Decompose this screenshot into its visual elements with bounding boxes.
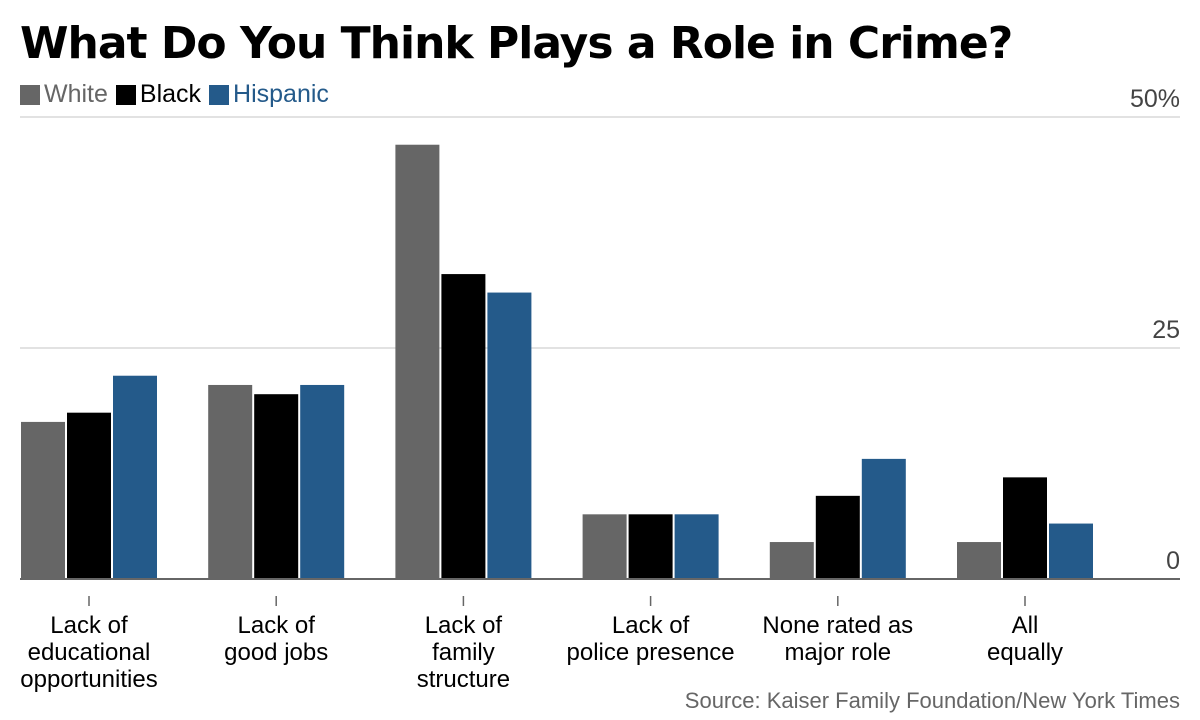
legend-label-hispanic: Hispanic — [233, 80, 329, 108]
legend: White Black Hispanic — [20, 82, 329, 107]
bar-black-1 — [254, 394, 299, 579]
legend-swatch-white — [20, 84, 40, 105]
bar-white-2 — [395, 144, 440, 579]
category-label-2: Lack of family structure — [417, 612, 510, 693]
category-label-0: Lack of educational opportunities — [20, 612, 157, 693]
bar-hispanic-0 — [113, 375, 157, 579]
bar-white-4 — [769, 542, 814, 579]
y-tick-label-0: 0 — [1166, 547, 1180, 575]
bar-hispanic-3 — [674, 514, 719, 579]
category-label-1: Lack of good jobs — [224, 612, 328, 666]
bar-black-0 — [67, 412, 111, 579]
bar-hispanic-1 — [300, 384, 345, 579]
legend-label-black: Black — [139, 80, 202, 108]
bar-hispanic-5 — [1049, 523, 1093, 579]
category-label-3: Lack of police presence — [567, 612, 735, 666]
chart-title: What Do You Think Plays a Role in Crime? — [20, 18, 1013, 69]
category-label-5: All equally — [987, 612, 1063, 666]
bar-black-4 — [815, 495, 860, 579]
bar-black-3 — [628, 514, 673, 579]
legend-swatch-black — [115, 84, 136, 105]
legend-item-hispanic: Hispanic — [209, 82, 329, 107]
bar-hispanic-4 — [861, 458, 906, 579]
bar-hispanic-2 — [487, 292, 532, 579]
bar-white-1 — [208, 384, 253, 579]
legend-item-white: White — [20, 82, 108, 107]
bar-black-5 — [1003, 477, 1047, 579]
bar-white-3 — [582, 514, 627, 579]
legend-label-white: White — [44, 80, 108, 108]
y-tick-label-50: 50% — [1130, 85, 1180, 113]
bar-white-5 — [957, 542, 1001, 579]
legend-item-black: Black — [115, 80, 202, 108]
source-note: Source: Kaiser Family Foundation/New Yor… — [684, 688, 1180, 713]
bar-white-0 — [21, 421, 65, 579]
category-label-4: None rated as major role — [762, 612, 913, 666]
legend-swatch-hispanic — [209, 84, 230, 105]
bar-black-2 — [441, 274, 486, 579]
y-tick-label-25: 25 — [1152, 316, 1180, 344]
